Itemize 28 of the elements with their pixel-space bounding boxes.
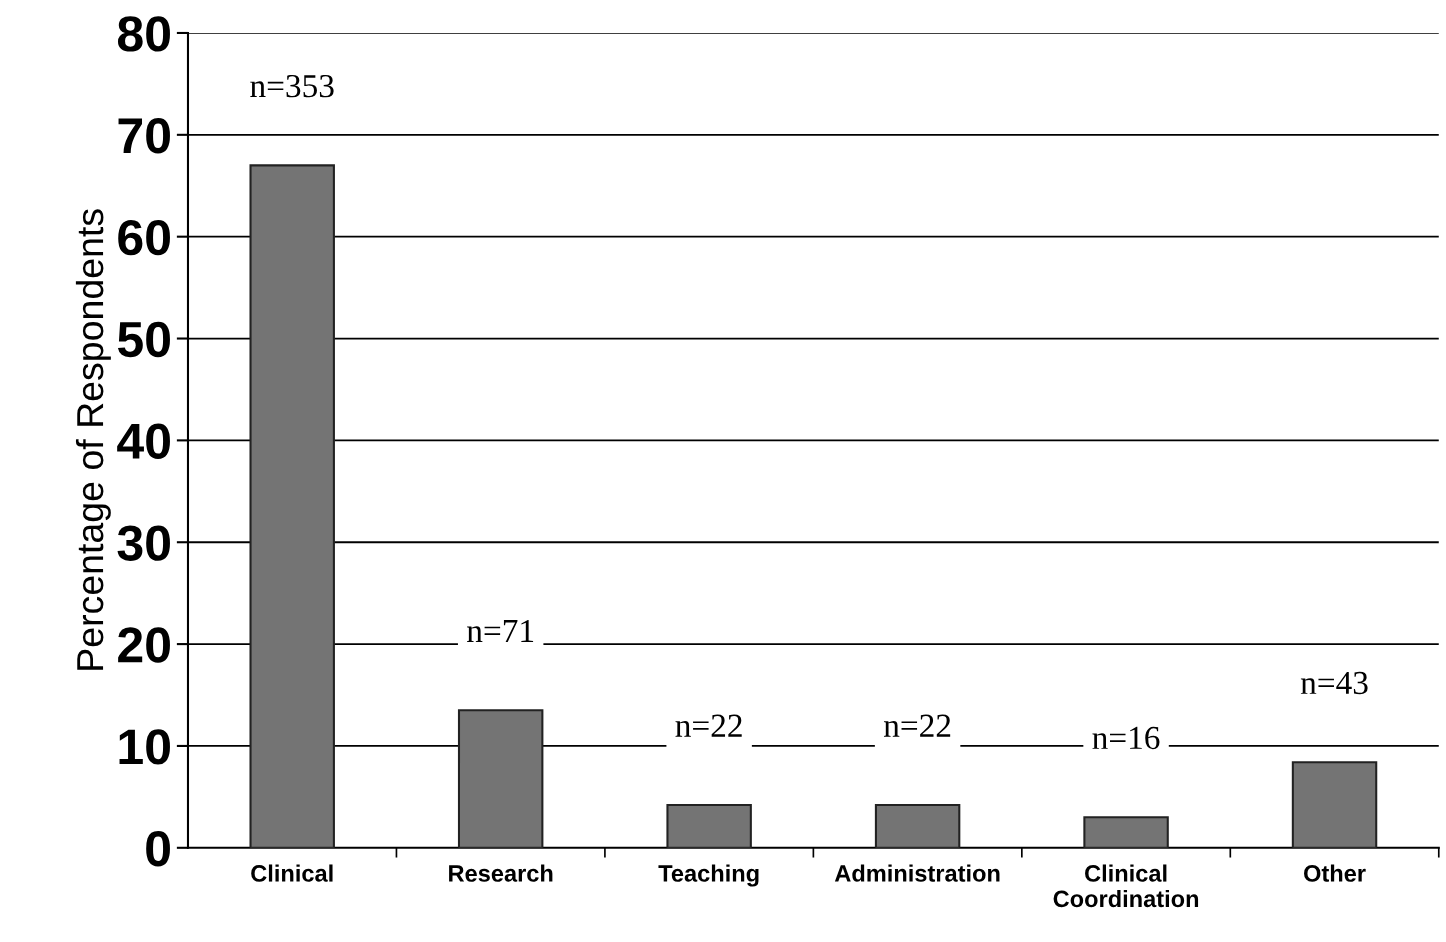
y-tick-label: 10 (119, 729, 170, 765)
y-axis-title: Percentage of Respondents (75, 209, 111, 670)
y-tick-label: 20 (118, 627, 170, 663)
x-tick-label: Clinical Coordination (1053, 864, 1199, 908)
bar (1291, 761, 1378, 848)
bar (666, 803, 752, 848)
x-tick-label: Administration (834, 864, 1000, 882)
y-tick-label: 60 (118, 219, 170, 256)
y-tick-label: 30 (117, 525, 170, 561)
y-tick-label: 0 (146, 831, 170, 867)
x-tick-label: Other (1304, 864, 1366, 882)
bar (1083, 816, 1169, 848)
annotation: n=22 (675, 714, 742, 737)
y-tick-label: 40 (117, 423, 170, 459)
annotation: n=16 (1092, 726, 1160, 750)
bar (874, 803, 961, 848)
annotation: n=353 (250, 74, 334, 98)
y-tick-label: 80 (117, 16, 170, 52)
bar (457, 709, 544, 848)
annotation: n=22 (883, 714, 951, 737)
x-tick-label: Research (449, 864, 553, 882)
x-tick-label: Clinical (251, 864, 333, 882)
bar (249, 164, 335, 848)
y-tick-label: 50 (117, 321, 170, 358)
annotation: n=71 (467, 619, 534, 642)
x-tick-label: Teaching (658, 864, 759, 887)
annotation: n=43 (1300, 671, 1368, 695)
y-tick-label: 70 (118, 118, 170, 154)
